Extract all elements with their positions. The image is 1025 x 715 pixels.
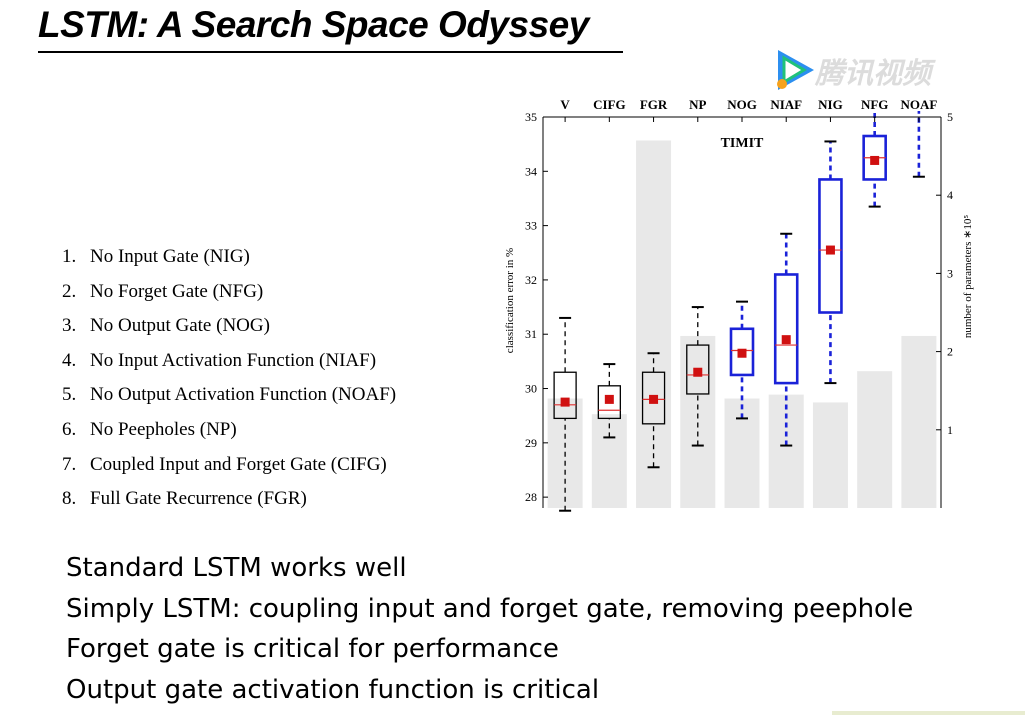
box: [818, 178, 843, 314]
watermark-text: 腾讯视频: [815, 56, 932, 90]
corner-strip: [832, 711, 1025, 715]
variant-item: 7. Coupled Input and Forget Gate (CIFG): [62, 448, 396, 483]
variant-label: No Input Gate (NIG): [90, 246, 250, 267]
conclusions-list: Standard LSTM works well Simply LSTM: cou…: [66, 548, 913, 711]
category-label: V: [560, 97, 570, 112]
tick-label-left: 35: [525, 110, 537, 124]
conclusion-item: Standard LSTM works well: [66, 553, 407, 583]
mean-marker: [649, 394, 659, 404]
tick-label-left: 31: [525, 327, 537, 341]
parameter-bar: [812, 402, 848, 508]
conclusion-item: Forget gate is critical for performance: [66, 634, 559, 665]
category-label: NOG: [727, 97, 757, 112]
variant-number: 5.: [62, 384, 77, 406]
title-underline: [38, 51, 623, 53]
variant-item: 5. No Output Activation Function (NOAF): [62, 378, 396, 413]
variant-label: No Input Activation Function (NIAF): [90, 349, 377, 371]
variant-label: No Forget Gate (NFG): [90, 280, 264, 302]
conclusion-item: Simply LSTM: coupling input and forget g…: [66, 593, 914, 624]
dataset-annotation: TIMIT: [721, 136, 764, 151]
variant-number: 6.: [62, 418, 77, 440]
tick-label-right: 1: [947, 423, 953, 437]
category-label: NIG: [818, 97, 843, 112]
variant-item: 1. No Input Gate (NIG): [62, 240, 396, 275]
parameter-bar: [768, 394, 804, 508]
mean-marker: [870, 155, 880, 165]
watermark: 腾讯视频: [770, 44, 985, 94]
mean-marker: [737, 348, 747, 358]
category-label: CIFG: [593, 97, 626, 112]
variant-item: 4. No Input Activation Function (NIAF): [62, 344, 396, 379]
variant-number: 3.: [62, 315, 77, 337]
category-label: NOAF: [900, 97, 937, 112]
parameter-bar: [680, 335, 716, 508]
box: [773, 273, 799, 385]
mean-marker: [560, 397, 570, 407]
tick-label-left: 28: [525, 490, 537, 504]
variant-label: No Peepholes (NP): [90, 418, 237, 440]
tick-label-right: 3: [947, 266, 953, 280]
mean-marker: [825, 245, 835, 255]
variant-number: 7.: [62, 453, 77, 475]
parameter-bar: [901, 335, 937, 508]
box: [729, 327, 755, 377]
variant-item: 3. No Output Gate (NOG): [62, 309, 396, 344]
slide-title: LSTM: A Search Space Odyssey: [38, 4, 589, 45]
box: [597, 385, 621, 420]
parameter-bar: [857, 371, 893, 508]
conclusion-item: Output gate activation function is criti…: [66, 675, 600, 706]
tick-label-right: 2: [947, 345, 953, 359]
tick-label-left: 33: [525, 219, 537, 233]
variant-item: 6. No Peepholes (NP): [62, 413, 396, 448]
variant-label: Full Gate Recurrence (FGR): [90, 488, 307, 510]
variant-number: 8.: [62, 488, 77, 510]
variant-number: 4.: [62, 349, 77, 371]
box: [641, 371, 666, 425]
variant-list: 1. No Input Gate (NIG) 2. No Forget Gate (N…: [62, 240, 396, 517]
tick-label-left: 29: [525, 436, 537, 450]
y-axis-label-left: classification error in %: [504, 248, 516, 353]
tick-label-right: 5: [947, 110, 953, 124]
parameter-bar: [636, 140, 672, 508]
variant-item: 8. Full Gate Recurrence (FGR): [62, 482, 396, 517]
category-label: NIAF: [770, 97, 802, 112]
mean-marker: [693, 367, 703, 377]
variant-label: Coupled Input and Forget Gate (CIFG): [90, 453, 387, 475]
video-logo-icon: [777, 50, 814, 90]
box: [686, 344, 710, 395]
variant-item: 2. No Forget Gate (NFG): [62, 275, 396, 310]
box: [553, 371, 577, 420]
mean-marker: [781, 335, 791, 345]
variant-label: No Output Activation Function (NOAF): [90, 384, 397, 406]
parameter-bar: [591, 414, 627, 508]
variant-label: No Output Gate (NOG): [90, 315, 270, 337]
category-label: NP: [689, 97, 706, 112]
tick-label-left: 34: [525, 164, 537, 178]
variant-number: 2.: [62, 280, 77, 302]
y-axis-label-right: number of parameters ∗10⁵: [962, 215, 974, 338]
tick-label-right: 4: [947, 188, 953, 202]
tick-label-left: 32: [525, 273, 537, 287]
category-label: NFG: [861, 97, 888, 112]
category-label: FGR: [640, 97, 668, 112]
mean-marker: [604, 394, 614, 404]
variant-number: 1.: [62, 246, 77, 267]
tick-label-left: 30: [525, 382, 537, 396]
